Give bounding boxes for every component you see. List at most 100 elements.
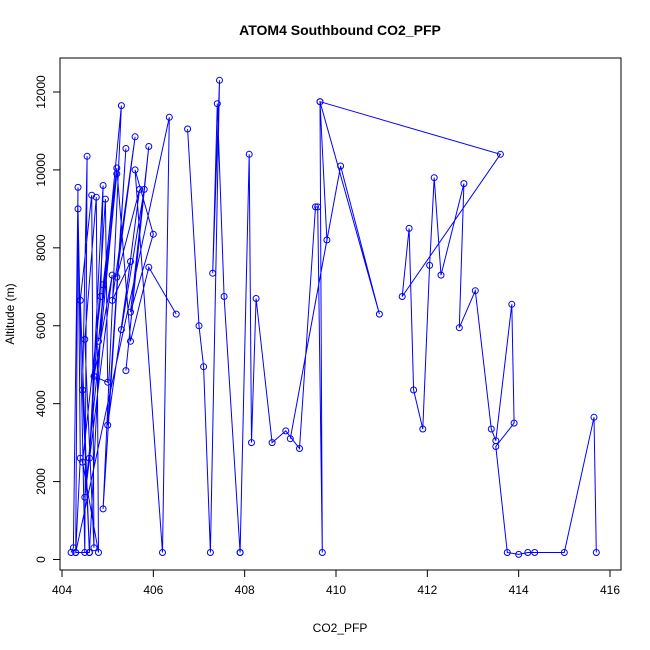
data-point <box>314 203 322 211</box>
data-point <box>127 308 134 316</box>
y-tick-label: 0 <box>34 556 48 563</box>
data-point <box>510 419 518 427</box>
data-point <box>117 326 125 334</box>
y-tick-label: 6000 <box>34 312 48 339</box>
data-point <box>122 367 130 375</box>
data-point <box>136 185 144 193</box>
data-point <box>268 439 276 447</box>
data-point <box>113 164 121 172</box>
data-point <box>113 273 121 281</box>
y-axis-label: Altitude (m) <box>3 283 17 344</box>
data-point <box>184 125 192 133</box>
data-point <box>398 293 406 300</box>
data-point <box>531 549 539 556</box>
data-point <box>92 193 100 201</box>
data-point <box>286 435 294 443</box>
data-point <box>487 425 495 433</box>
data-point <box>337 162 345 170</box>
data-point <box>79 386 86 394</box>
data-point <box>375 310 383 318</box>
data-point <box>455 324 463 332</box>
data-point <box>99 281 107 289</box>
data-point <box>85 549 93 556</box>
data-point <box>145 143 153 150</box>
data-point <box>104 421 112 429</box>
data-point <box>95 549 102 556</box>
data-point <box>99 505 107 513</box>
data-point <box>248 439 255 447</box>
data-point <box>127 258 134 265</box>
y-tick-label: 12000 <box>34 75 48 109</box>
data-point <box>515 550 523 558</box>
data-point <box>99 182 107 189</box>
y-tick-label: 10000 <box>34 153 48 187</box>
x-tick-label: 406 <box>143 583 163 597</box>
data-point <box>72 549 80 556</box>
data-point <box>206 549 214 556</box>
data-point <box>410 386 418 394</box>
data-point <box>236 549 244 556</box>
data-point <box>430 174 438 182</box>
series-line-2 <box>187 80 597 555</box>
data-point <box>216 76 223 84</box>
data-point <box>496 150 504 158</box>
data-point <box>590 413 598 421</box>
data-point <box>508 300 516 308</box>
data-point <box>213 100 221 108</box>
y-tick-label: 8000 <box>34 234 48 261</box>
data-point <box>85 454 93 462</box>
x-tick-label: 414 <box>509 583 529 597</box>
data-point <box>76 454 84 462</box>
data-point <box>83 152 91 160</box>
chart-title: ATOM4 Southbound CO2_PFP <box>239 22 441 38</box>
data-point <box>81 549 89 556</box>
data-point <box>131 133 139 141</box>
data-point <box>165 113 173 121</box>
x-tick-label: 408 <box>235 583 255 597</box>
data-point <box>195 322 203 330</box>
series-line-1 <box>70 105 177 553</box>
series-lines <box>70 80 597 555</box>
data-point <box>90 544 98 552</box>
data-point <box>318 549 326 556</box>
data-point <box>437 271 445 279</box>
x-tick-label: 404 <box>52 583 72 597</box>
data-point <box>524 549 532 556</box>
data-point <box>172 310 180 318</box>
data-point <box>74 205 82 213</box>
data-point <box>104 378 112 386</box>
data-point <box>79 458 86 466</box>
data-point <box>592 549 600 556</box>
y-axis: 0 2000 4000 6000 8000 10000 12000 <box>34 75 60 563</box>
data-point <box>131 166 139 174</box>
data-point <box>419 425 427 433</box>
x-tick-label: 412 <box>417 583 437 597</box>
plot-frame <box>59 57 622 571</box>
data-point <box>97 293 105 300</box>
data-point <box>140 185 148 193</box>
data-point <box>503 549 511 556</box>
data-point <box>252 295 260 302</box>
data-point <box>81 335 89 343</box>
y-tick-label: 4000 <box>34 390 48 417</box>
x-axis-label: CO2_PFP <box>313 621 368 635</box>
data-point <box>90 372 98 380</box>
data-point <box>426 261 434 269</box>
data-point <box>88 191 96 199</box>
data-point <box>312 203 319 211</box>
data-point <box>76 296 84 304</box>
y-tick-label: 2000 <box>34 468 48 495</box>
data-point <box>74 183 82 191</box>
data-point <box>560 549 568 556</box>
x-axis: 404 406 408 410 412 414 416 <box>52 570 620 597</box>
data-point <box>108 271 116 279</box>
data-point <box>122 145 130 152</box>
data-point <box>492 443 500 450</box>
data-point <box>108 296 116 304</box>
data-point <box>127 337 134 345</box>
data-point <box>149 230 157 238</box>
data-point <box>209 269 217 277</box>
data-point <box>117 102 125 110</box>
data-point <box>145 263 153 271</box>
